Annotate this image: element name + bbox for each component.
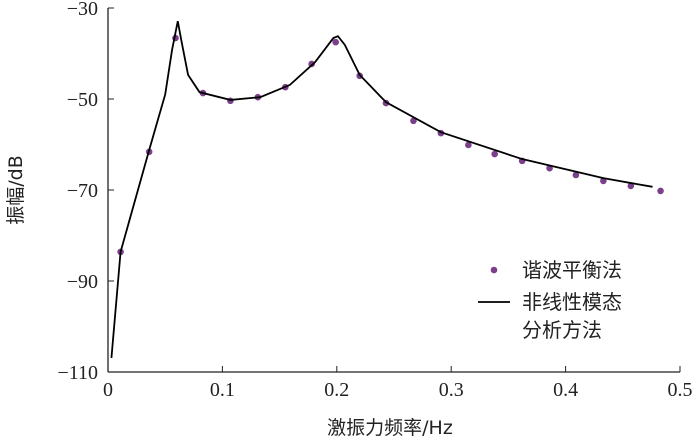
x-tick-label: 0.1 [210, 379, 235, 401]
x-tick-label: 0.5 [668, 379, 693, 401]
x-axis-label: 激振力频率/Hz [327, 417, 453, 439]
x-tick-label: 0.4 [553, 379, 578, 401]
point [332, 38, 339, 46]
point [491, 150, 498, 158]
point [657, 187, 664, 195]
point [572, 171, 580, 179]
x-tick-label: 0.3 [439, 379, 464, 401]
legend-marker [490, 266, 498, 274]
point [627, 182, 635, 190]
y-tick-label: −50 [67, 89, 98, 111]
line [110, 21, 653, 358]
point [410, 117, 417, 125]
legend-label: 非线性模态分析方法 [522, 290, 622, 342]
y-tick-label: −110 [57, 362, 98, 384]
y-tick-label: −30 [67, 0, 98, 20]
y-axis-label: 振幅/dB [5, 155, 27, 225]
x-tick-label: 0.2 [324, 379, 349, 401]
x-tick-label: 0 [103, 379, 113, 401]
point [465, 141, 472, 149]
legend-label: 谐波平衡法 [522, 258, 622, 282]
y-tick-label: −70 [67, 180, 98, 202]
y-tick-label: −90 [67, 271, 98, 293]
